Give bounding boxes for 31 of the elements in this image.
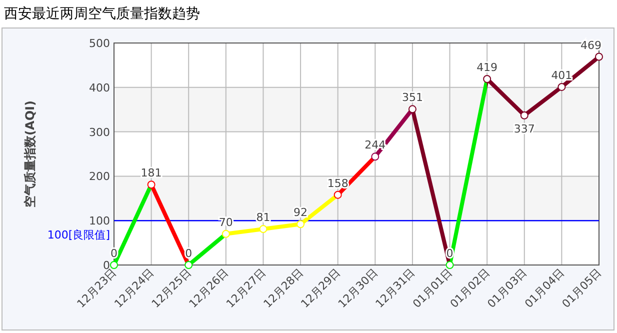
point bbox=[296, 220, 305, 228]
ref-line-label: 100[良限值] bbox=[47, 228, 110, 242]
point bbox=[371, 152, 380, 161]
data-label: 0 bbox=[446, 247, 454, 260]
data-label: 401 bbox=[551, 68, 572, 82]
point bbox=[408, 105, 416, 114]
data-label: 181 bbox=[140, 166, 162, 180]
data-label: 92 bbox=[294, 206, 308, 220]
data-label: 158 bbox=[327, 176, 348, 190]
point bbox=[334, 190, 342, 199]
y-tick-label: 100 bbox=[89, 214, 110, 228]
point bbox=[558, 82, 566, 91]
data-label: 0 bbox=[185, 247, 192, 260]
point bbox=[595, 52, 603, 61]
point bbox=[147, 180, 156, 189]
data-label: 337 bbox=[514, 122, 535, 136]
point bbox=[483, 74, 492, 83]
data-label: 419 bbox=[476, 60, 498, 74]
y-tick-label: 500 bbox=[89, 37, 110, 50]
point bbox=[446, 261, 454, 269]
point bbox=[110, 261, 118, 269]
point bbox=[222, 230, 230, 238]
y-tick-label: 300 bbox=[89, 126, 110, 139]
y-axis-title: 空气质量指数(AQI) bbox=[23, 100, 37, 208]
point bbox=[259, 225, 268, 234]
data-label: 351 bbox=[402, 91, 423, 104]
chart-title: 西安最近两周空气质量指数趋势 bbox=[4, 6, 200, 22]
y-tick-label: 400 bbox=[89, 81, 110, 94]
point bbox=[184, 261, 193, 269]
point bbox=[520, 111, 528, 120]
y-tick-label: 200 bbox=[89, 170, 110, 184]
